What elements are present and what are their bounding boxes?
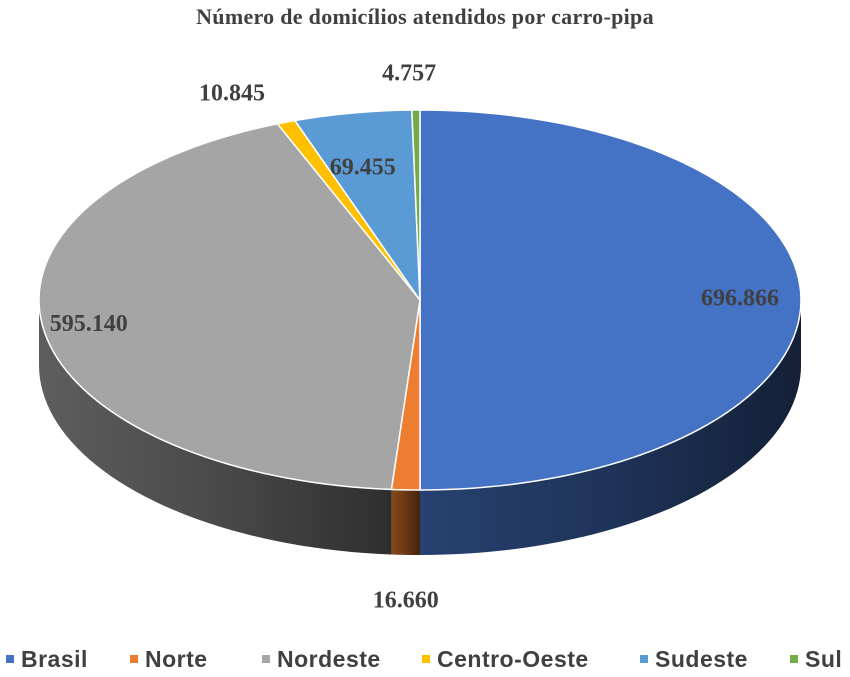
legend-label-norte: Norte: [145, 646, 208, 672]
pie-sides: [39, 300, 801, 555]
legend-label-brasil: Brasil: [21, 646, 88, 672]
legend-item-brasil: Brasil: [6, 642, 88, 676]
legend-item-centro-oeste: Centro-Oeste: [422, 642, 589, 676]
legend-label-sul: Sul: [805, 646, 843, 672]
data-label-sul: 4.757: [382, 61, 436, 87]
legend-swatch-norte: [130, 655, 138, 663]
data-label-centro-oeste: 10.845: [199, 81, 265, 107]
legend-item-sul: Sul: [790, 642, 842, 676]
pie-slice-brasil: [419, 109, 802, 491]
pie-side-shade-nordeste: [39, 300, 392, 555]
legend-swatch-brasil: [6, 655, 14, 663]
pie-side-shade-norte: [391, 489, 420, 555]
chart-title: Número de domicílios atendidos por carro…: [196, 4, 654, 29]
pie-chart: 696.866 16.660 595.140 10.845 69.455 4.757: [38, 61, 802, 614]
data-label-brasil: 696.866: [701, 286, 779, 312]
legend-label-sudeste: Sudeste: [655, 646, 748, 672]
pie-labels: 696.866 16.660 595.140 10.845 69.455 4.757: [50, 61, 779, 614]
pie-tops: [38, 109, 802, 491]
pie-slice-nordeste: [38, 123, 421, 491]
legend-swatch-centro-oeste: [422, 655, 430, 663]
legend-label-centro-oeste: Centro-Oeste: [437, 646, 589, 672]
legend-item-norte: Norte: [130, 642, 208, 676]
legend-swatch-sudeste: [640, 655, 648, 663]
legend-item-sudeste: Sudeste: [640, 642, 748, 676]
data-label-nordeste: 595.140: [50, 311, 128, 337]
pie-side-shade-brasil: [419, 300, 801, 555]
data-label-norte: 16.660: [373, 587, 439, 613]
legend-swatch-sul: [790, 655, 798, 663]
legend-swatch-nordeste: [262, 655, 270, 663]
data-label-sudeste: 69.455: [330, 155, 396, 181]
pie-slice-sul: [411, 109, 421, 301]
pie-slice-sudeste: [294, 109, 421, 301]
legend: Brasil Norte Nordeste Centro-Oeste Sudeste Su…: [0, 642, 850, 676]
legend-label-nordeste: Nordeste: [277, 646, 381, 672]
legend-item-nordeste: Nordeste: [262, 642, 381, 676]
